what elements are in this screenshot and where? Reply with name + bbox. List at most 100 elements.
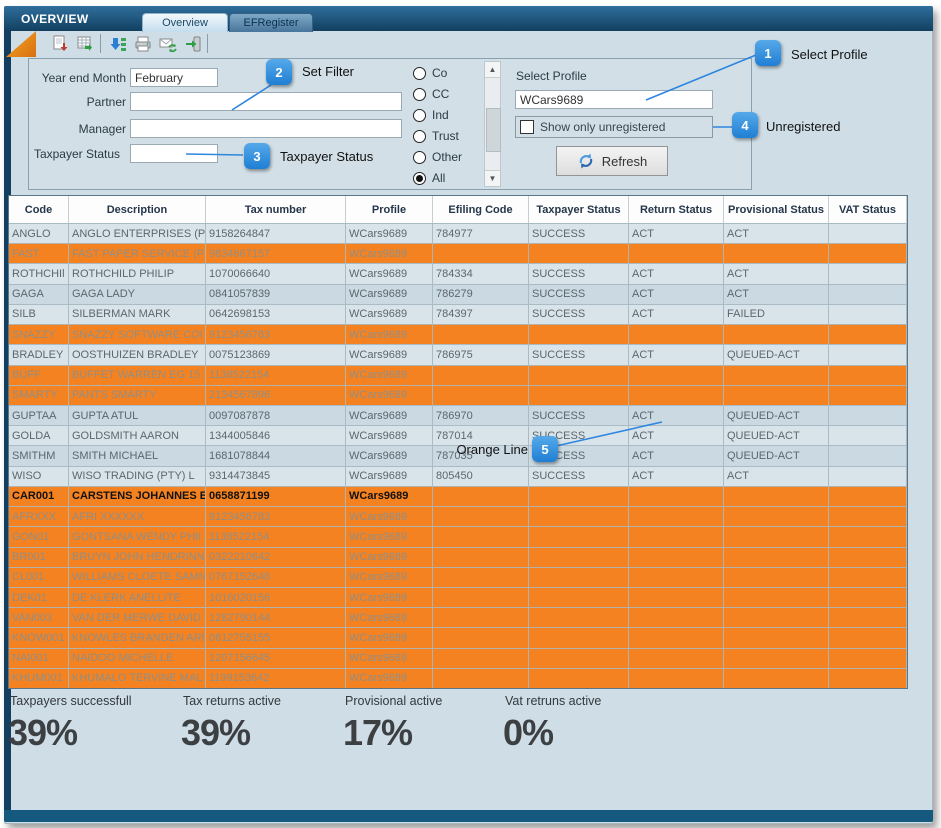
table-row[interactable]: SNAZZYSNAZZY SOFTWARE COl9123456783WCars… — [9, 324, 907, 344]
cell-vat_status — [829, 526, 907, 546]
column-header-code[interactable]: Code — [9, 196, 69, 223]
manager-input[interactable] — [130, 119, 402, 138]
cell-efiling_code — [433, 547, 529, 567]
column-header-profile[interactable]: Profile — [346, 196, 433, 223]
cell-taxpayer_status: SUCCESS — [529, 466, 629, 486]
radio-option-other[interactable]: Other — [413, 147, 462, 167]
cell-profile: WCars9689 — [346, 627, 433, 647]
grid-export-icon[interactable] — [75, 34, 95, 54]
radio-circle-icon[interactable] — [413, 67, 426, 80]
stat-taxpayers-successful-value: 39% — [8, 712, 77, 754]
cell-profile: WCars9689 — [346, 668, 433, 688]
cell-efiling_code — [433, 365, 529, 385]
stat-provisional-active-value: 17% — [343, 712, 412, 754]
column-header-tax_number[interactable]: Tax number — [206, 196, 346, 223]
cell-provisional_status — [724, 526, 829, 546]
table-row[interactable]: DEK01DE KLERK ANELLITE1016020156WCars968… — [9, 587, 907, 607]
year-end-month-label: Year end Month — [28, 71, 126, 85]
radio-circle-icon[interactable] — [413, 88, 426, 101]
table-row[interactable]: GON01GONTSANA WENDY PHIl1138522154WCars9… — [9, 526, 907, 546]
cell-profile: WCars9689 — [346, 223, 433, 243]
radio-option-cc[interactable]: CC — [413, 84, 449, 104]
taxpayer-status-input[interactable] — [130, 144, 218, 163]
radio-circle-icon[interactable] — [413, 151, 426, 164]
show-only-unregistered-label: Show only unregistered — [540, 120, 665, 134]
tab-overview[interactable]: Overview — [142, 13, 228, 32]
cell-description: GAGA LADY — [69, 284, 206, 304]
cell-efiling_code — [433, 526, 529, 546]
cell-efiling_code — [433, 607, 529, 627]
radio-option-label: Co — [432, 66, 447, 80]
window-title: OVERVIEW — [21, 12, 89, 26]
cell-taxpayer_status — [529, 587, 629, 607]
callout-5-badge: 5 — [532, 436, 558, 462]
cell-description: GUPTA ATUL — [69, 405, 206, 425]
radio-option-all[interactable]: All — [413, 168, 445, 188]
cell-efiling_code: 784334 — [433, 263, 529, 283]
radio-circle-icon[interactable] — [413, 130, 426, 143]
column-header-efiling_code[interactable]: Efiling Code — [433, 196, 529, 223]
column-header-description[interactable]: Description — [69, 196, 206, 223]
cell-provisional_status: ACT — [724, 466, 829, 486]
cell-provisional_status: QUEUED-ACT — [724, 344, 829, 364]
table-row[interactable]: ROTHCHIlROTHCHILD PHILIP1070066640WCars9… — [9, 263, 907, 283]
cell-taxpayer_status — [529, 668, 629, 688]
radio-option-co[interactable]: Co — [413, 63, 447, 83]
cell-code: SMITHM — [9, 445, 69, 465]
cell-efiling_code: 784397 — [433, 304, 529, 324]
scrollbar-down-icon[interactable]: ▼ — [485, 170, 500, 186]
column-header-vat_status[interactable]: VAT Status — [829, 196, 907, 223]
year-end-month-input[interactable] — [130, 68, 218, 87]
radio-circle-icon[interactable] — [413, 109, 426, 122]
table-row[interactable]: SILBSILBERMAN MARK0642698153WCars9689784… — [9, 304, 907, 324]
cell-code: GAGA — [9, 284, 69, 304]
exit-icon[interactable] — [183, 34, 203, 54]
column-header-provisional_status[interactable]: Provisional Status — [724, 196, 829, 223]
cell-efiling_code — [433, 486, 529, 506]
table-row[interactable]: KNOW001KNOWLES BRANDEN ARl0812755155WCar… — [9, 627, 907, 647]
table-row[interactable]: ANGLOANGLO ENTERPRISES (P9158264847WCars… — [9, 223, 907, 243]
scrollbar-thumb[interactable] — [486, 108, 501, 152]
cell-description: GONTSANA WENDY PHIl — [69, 526, 206, 546]
callout-4-label: Unregistered — [766, 119, 840, 134]
cell-vat_status — [829, 466, 907, 486]
cell-provisional_status: ACT — [724, 223, 829, 243]
column-header-return_status[interactable]: Return Status — [629, 196, 724, 223]
cell-taxpayer_status — [529, 648, 629, 668]
cell-tax_number: 0767152648 — [206, 567, 346, 587]
table-row[interactable]: BRADLEYOOSTHUIZEN BRADLEY0075123869WCars… — [9, 344, 907, 364]
radio-circle-icon[interactable] — [413, 172, 426, 185]
refresh-button[interactable]: Refresh — [556, 146, 668, 176]
radio-option-trust[interactable]: Trust — [413, 126, 459, 146]
cell-provisional_status — [724, 506, 829, 526]
table-row[interactable]: BR001BRUYN JOHN HENDRINN.0322210642WCars… — [9, 547, 907, 567]
table-row[interactable]: CAR001CARSTENS JOHANNES E(0658871199WCar… — [9, 486, 907, 506]
table-row[interactable]: FASTFAST PAPER SERVICE (P9834667157WCars… — [9, 243, 907, 263]
cell-profile: WCars9689 — [346, 365, 433, 385]
table-row[interactable]: KHUM001KHUMALO TERVINE MAL1199153642WCar… — [9, 668, 907, 688]
table-row[interactable]: AFRXXXAFRI XXXXXX9123456783WCars9689 — [9, 506, 907, 526]
table-row[interactable]: CL001WILLIAMS CLOETE SAMN0767152648WCars… — [9, 567, 907, 587]
column-header-taxpayer_status[interactable]: Taxpayer Status — [529, 196, 629, 223]
table-row[interactable]: WISOWISO TRADING (PTY) L9314473845WCars9… — [9, 466, 907, 486]
table-row[interactable]: VAN003VAN DER MERWE DAVID1282790144WCars… — [9, 607, 907, 627]
table-row[interactable]: GUPTAAGUPTA ATUL0097087878WCars968978697… — [9, 405, 907, 425]
radio-option-ind[interactable]: Ind — [413, 105, 449, 125]
table-row[interactable]: GAGAGAGA LADY0841057839WCars9689786279SU… — [9, 284, 907, 304]
radio-list-scrollbar[interactable]: ▲ ▼ — [484, 61, 501, 187]
table-row[interactable]: NAI001NAIDOO MICHELLE1207156645WCars9689 — [9, 648, 907, 668]
tab-efregister[interactable]: EFRegister — [229, 13, 313, 32]
report-export-icon[interactable] — [50, 34, 70, 54]
select-profile-input[interactable] — [515, 90, 713, 109]
show-only-unregistered-checkbox[interactable] — [520, 120, 534, 134]
printer-icon[interactable] — [133, 34, 153, 54]
cell-description: AFRI XXXXXX — [69, 506, 206, 526]
scrollbar-up-icon[interactable]: ▲ — [485, 62, 500, 78]
partner-input[interactable] — [130, 92, 402, 111]
table-row[interactable]: BUFFBUFFET WARREN EG 151138522154WCars96… — [9, 365, 907, 385]
mail-sync-icon[interactable] — [158, 34, 178, 54]
download-list-icon[interactable] — [108, 34, 128, 54]
table-row[interactable]: SMARTYPANTS SMARTY2134567896WCars9689 — [9, 385, 907, 405]
cell-description: VAN DER MERWE DAVID — [69, 607, 206, 627]
cell-tax_number: 1344005846 — [206, 425, 346, 445]
